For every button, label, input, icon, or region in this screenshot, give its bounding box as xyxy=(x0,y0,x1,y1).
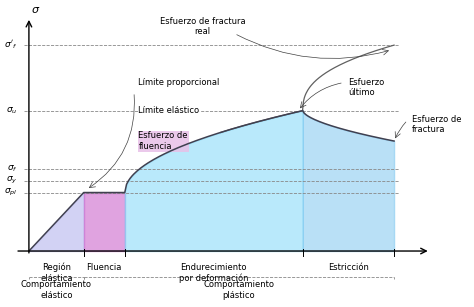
Text: $\sigma_y$: $\sigma_y$ xyxy=(6,175,18,186)
Text: Esfuerzo de fractura
real: Esfuerzo de fractura real xyxy=(160,17,245,36)
Text: $\sigma_{pl}$: $\sigma_{pl}$ xyxy=(4,187,18,198)
Text: Límite elástico: Límite elástico xyxy=(138,106,200,115)
Text: Región
elástica: Región elástica xyxy=(40,263,73,283)
Text: Límite proporcional: Límite proporcional xyxy=(138,78,220,87)
Text: Esfuerzo
último: Esfuerzo último xyxy=(348,78,385,97)
Text: $\sigma'_f$: $\sigma'_f$ xyxy=(4,39,18,51)
Text: Esfuerzo de
fractura: Esfuerzo de fractura xyxy=(412,115,462,134)
Text: Comportamiento
plástico: Comportamiento plástico xyxy=(203,280,274,300)
Text: Estricción: Estricción xyxy=(328,263,369,272)
Text: Comportamiento
elástico: Comportamiento elástico xyxy=(21,280,92,300)
Text: $\sigma_u$: $\sigma_u$ xyxy=(6,105,18,116)
Text: $\sigma_f$: $\sigma_f$ xyxy=(7,164,18,174)
Text: $\sigma$: $\sigma$ xyxy=(31,5,40,15)
Text: Fluencia: Fluencia xyxy=(87,263,122,272)
Text: Esfuerzo de
fluencia: Esfuerzo de fluencia xyxy=(138,131,188,151)
Text: Endurecimiento
por deformación: Endurecimiento por deformación xyxy=(179,263,248,283)
